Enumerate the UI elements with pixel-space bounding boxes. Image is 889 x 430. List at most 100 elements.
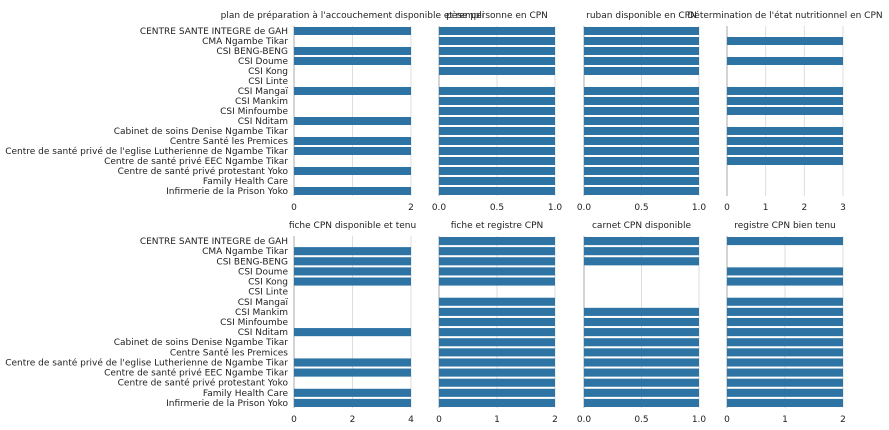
- bar-6-0: [584, 237, 699, 246]
- bar-5-2: [439, 257, 555, 266]
- category-label-0-0: CENTRE SANTE INTEGRE de GAH: [140, 27, 288, 37]
- bar-6-15: [584, 388, 699, 397]
- bar-3-6: [727, 87, 843, 95]
- bar-6-12: [584, 358, 699, 367]
- bar-3-11: [727, 137, 843, 145]
- category-label-0-8: CSI Minfoumbe: [220, 107, 288, 117]
- bar-3-7: [727, 97, 843, 105]
- bar-1-1: [439, 37, 555, 45]
- bar-5-13: [439, 368, 555, 377]
- x-tick-label-7-0: 0: [724, 415, 730, 425]
- bar-2-2: [584, 47, 699, 55]
- bar-6-7: [584, 307, 699, 316]
- bar-0-2: [294, 47, 411, 55]
- x-tick-label-6-0: 0.0: [577, 415, 592, 425]
- bar-5-6: [439, 297, 555, 306]
- x-tick-label-3-1: 1: [763, 203, 769, 213]
- bar-2-11: [584, 137, 699, 145]
- bar-5-12: [439, 358, 555, 367]
- category-label-0-16: Infirmerie de la Prison Yoko: [166, 187, 288, 197]
- category-label-1-6: CSI Mangaï: [238, 298, 289, 308]
- bar-1-10: [439, 127, 555, 135]
- x-tick-label-0-0: 0: [291, 203, 297, 213]
- bar-1-16: [439, 187, 555, 195]
- bar-7-14: [727, 378, 843, 387]
- x-tick-label-1-2: 1.0: [548, 203, 563, 213]
- bar-2-6: [584, 87, 699, 95]
- bar-0-12: [294, 147, 411, 155]
- bar-5-16: [439, 398, 555, 407]
- category-label-0-11: Centre Santé les Premices: [170, 136, 288, 147]
- category-label-1-5: CSI Linte: [248, 288, 288, 298]
- bar-2-0: [584, 27, 699, 35]
- subplot-title-1: pèse personne en CPN: [446, 10, 548, 21]
- bar-4-12: [294, 358, 411, 367]
- bar-1-9: [439, 117, 555, 125]
- bar-1-12: [439, 147, 555, 155]
- bar-3-10: [727, 127, 843, 135]
- bar-1-3: [439, 57, 555, 65]
- bar-4-2: [294, 257, 411, 266]
- bar-2-14: [584, 167, 699, 175]
- bar-7-13: [727, 368, 843, 377]
- x-tick-label-3-2: 2: [801, 203, 807, 213]
- x-tick-label-3-3: 3: [840, 203, 846, 213]
- bar-6-11: [584, 348, 699, 357]
- bar-5-3: [439, 267, 555, 276]
- bar-5-0: [439, 237, 555, 246]
- bar-6-1: [584, 247, 699, 256]
- category-label-0-2: CSI BENG-BENG: [216, 47, 288, 57]
- x-tick-label-2-1: 0.5: [634, 203, 648, 213]
- category-label-0-7: CSI Mankim: [235, 97, 288, 107]
- x-tick-label-6-2: 1.0: [692, 415, 707, 425]
- bar-7-15: [727, 388, 843, 397]
- subplot-title-3: Détermination de l'état nutritionnel en …: [687, 10, 882, 21]
- bar-1-11: [439, 137, 555, 145]
- category-label-0-13: Centre de santé privé EEC Ngambe Tikar: [104, 156, 288, 167]
- bar-1-15: [439, 177, 555, 185]
- bar-3-8: [727, 107, 843, 115]
- category-label-1-2: CSI BENG-BENG: [216, 257, 288, 267]
- bar-1-8: [439, 107, 555, 115]
- category-label-0-10: Cabinet de soins Denise Ngambe Tikar: [114, 127, 289, 137]
- bar-6-8: [584, 317, 699, 327]
- subplot-title-6: carnet CPN disponible: [592, 221, 691, 231]
- bar-1-6: [439, 87, 555, 95]
- category-label-1-4: CSI Kong: [248, 278, 288, 288]
- bar-5-1: [439, 247, 555, 256]
- x-tick-label-4-2: 4: [408, 415, 414, 425]
- bar-4-15: [294, 388, 411, 397]
- bar-7-16: [727, 398, 843, 407]
- category-label-1-16: Infirmerie de la Prison Yoko: [166, 399, 288, 409]
- bar-6-10: [584, 338, 699, 347]
- category-label-0-5: CSI Linte: [248, 77, 288, 87]
- bar-0-14: [294, 167, 411, 175]
- bar-2-15: [584, 177, 699, 185]
- category-label-1-13: Centre de santé privé EEC Ngambe Tikar: [104, 368, 288, 379]
- bar-1-13: [439, 157, 555, 165]
- bar-7-6: [727, 297, 843, 306]
- bar-5-8: [439, 317, 555, 327]
- category-label-1-10: Cabinet de soins Denise Ngambe Tikar: [114, 338, 289, 348]
- x-tick-label-1-0: 0.0: [432, 203, 447, 213]
- x-tick-label-6-1: 0.5: [634, 415, 648, 425]
- category-label-1-0: CENTRE SANTE INTEGRE de GAH: [140, 237, 288, 247]
- bar-2-4: [584, 67, 699, 75]
- x-tick-label-0-2: 2: [408, 203, 414, 213]
- bar-5-11: [439, 348, 555, 357]
- category-label-1-3: CSI Doume: [238, 267, 288, 277]
- bar-3-13: [727, 157, 843, 165]
- subplot-title-2: ruban disponible en CPN: [586, 11, 697, 21]
- bar-2-13: [584, 157, 699, 165]
- x-tick-label-7-1: 1: [782, 415, 788, 425]
- bar-3-12: [727, 147, 843, 155]
- bar-0-3: [294, 57, 411, 65]
- category-label-0-12: Centre de santé privé de l'eglise Luther…: [5, 146, 288, 157]
- category-label-0-4: CSI Kong: [248, 67, 288, 77]
- bar-0-11: [294, 137, 411, 145]
- bar-3-1: [727, 37, 843, 45]
- category-label-0-6: CSI Mangaï: [238, 87, 289, 97]
- bar-5-14: [439, 378, 555, 387]
- bar-0-16: [294, 187, 411, 195]
- bar-1-7: [439, 97, 555, 105]
